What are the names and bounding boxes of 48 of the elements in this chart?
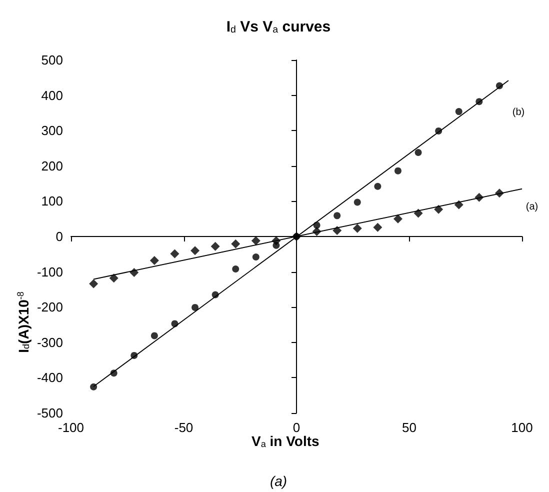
x-tick-label: -100 — [58, 420, 84, 435]
text: (a) — [270, 473, 288, 489]
y-tick-label: 500 — [41, 52, 63, 68]
point — [272, 242, 280, 249]
point — [232, 265, 240, 272]
point — [374, 182, 382, 190]
point — [455, 108, 462, 116]
point — [150, 256, 159, 266]
x-tick-label: 50 — [402, 420, 416, 435]
point — [251, 236, 260, 246]
point — [170, 249, 180, 258]
y-tick-label: -100 — [36, 264, 63, 280]
point — [89, 279, 98, 288]
y-tick-label: 100 — [41, 194, 63, 209]
y-tick-label: -300 — [36, 334, 63, 350]
chart-title: Id Vs Va curves — [226, 18, 331, 36]
y-tick-label: 300 — [41, 123, 63, 138]
point — [109, 274, 118, 283]
annotation: (b) — [512, 106, 525, 118]
point — [394, 167, 402, 174]
x-tick-label: 0 — [292, 420, 300, 435]
point — [150, 332, 158, 340]
point — [252, 253, 260, 260]
y-tick-label: 200 — [41, 158, 63, 174]
x-tick-label: 100 — [511, 420, 533, 435]
y-tick-label: -200 — [36, 300, 63, 315]
x-axis-title: Va in Volts — [252, 433, 320, 449]
point — [334, 212, 341, 220]
point — [354, 198, 361, 206]
y-tick-label: 400 — [41, 88, 63, 103]
point — [190, 246, 200, 256]
y-axis-title: Id(A)X10-8 — [15, 291, 32, 353]
point — [373, 222, 382, 232]
y-tick-label: -500 — [36, 406, 63, 420]
y-tick-label: -400 — [36, 370, 63, 386]
point — [393, 214, 402, 224]
point — [454, 200, 464, 210]
point — [434, 204, 444, 214]
point — [210, 242, 220, 251]
text: (a) — [526, 201, 538, 212]
point — [352, 224, 362, 233]
point — [414, 148, 422, 156]
y-tick-label: 0 — [56, 229, 63, 244]
point — [192, 304, 199, 311]
point — [332, 226, 342, 235]
point — [231, 239, 240, 248]
point — [90, 383, 98, 390]
x-tick-label: -50 — [174, 420, 194, 435]
